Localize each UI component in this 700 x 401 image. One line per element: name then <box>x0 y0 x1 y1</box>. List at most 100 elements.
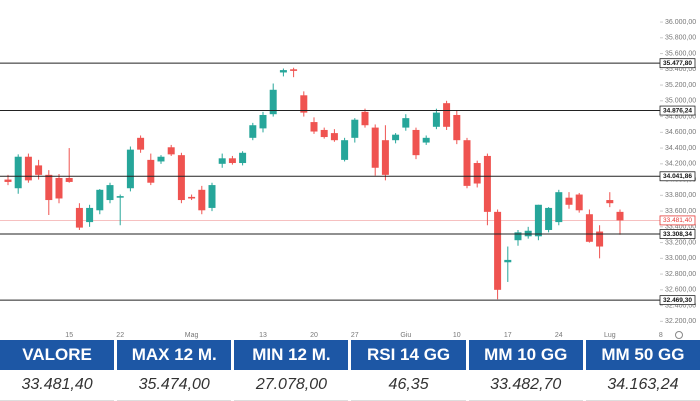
candle-body <box>371 127 379 168</box>
candle-body <box>259 114 267 129</box>
x-tick-label: 22 <box>116 332 124 339</box>
y-tick-label: 35.200,00 <box>665 82 696 89</box>
x-tick-label: 17 <box>504 332 512 339</box>
x-tick-label: 10 <box>453 332 461 339</box>
stats-table: VALORE MAX 12 M. MIN 12 M. RSI 14 GG MM 10 G… <box>0 340 700 401</box>
candle-body <box>228 158 236 164</box>
candle-body <box>269 89 277 115</box>
candle-body <box>188 196 196 199</box>
y-tick-label: 33.800,00 <box>665 192 696 199</box>
candle-body <box>239 152 247 164</box>
candle-body <box>300 95 308 113</box>
candle-body <box>341 140 349 160</box>
y-tick-label: 35.800,00 <box>665 35 696 42</box>
candle-body <box>4 179 12 182</box>
x-tick-label: Giu <box>400 332 411 339</box>
level-label-box <box>659 295 696 306</box>
y-tick-label: 33.200,00 <box>665 239 696 246</box>
level-label: 33.308,34 <box>663 231 692 238</box>
candle-body <box>218 158 226 164</box>
y-tick-label: 33.400,00 <box>665 224 696 231</box>
x-tick-label: 13 <box>259 332 267 339</box>
candle-body <box>422 137 430 143</box>
candle-body <box>279 70 287 73</box>
candle-body <box>55 177 63 199</box>
candle-body <box>147 159 155 183</box>
y-tick-label: 32.800,00 <box>665 271 696 278</box>
candle-body <box>494 211 502 290</box>
table-cell: 46,35 <box>351 370 466 401</box>
candle-body <box>545 207 553 230</box>
level-label: 34.876,24 <box>663 107 692 114</box>
candle-body <box>432 112 440 127</box>
candle-body <box>514 232 522 241</box>
candle-body <box>116 196 124 198</box>
table-cell: 34.163,24 <box>585 370 700 401</box>
candle-body <box>534 204 542 237</box>
x-tick-label: 20 <box>310 332 318 339</box>
table-header: VALORE <box>0 340 115 370</box>
table-cell: 27.078,00 <box>234 370 349 401</box>
candle-body <box>443 103 451 127</box>
candle-body <box>35 165 43 175</box>
y-tick-label: 32.200,00 <box>665 318 696 325</box>
level-label: 32.469,30 <box>663 297 692 304</box>
candle-body <box>402 118 410 128</box>
candle-body <box>381 140 389 175</box>
level-label: 34.041,86 <box>663 173 692 180</box>
candle-body <box>555 192 563 223</box>
table-header: MIN 12 M. <box>234 340 349 370</box>
y-tick-label: 32.600,00 <box>665 287 696 294</box>
candle-body <box>473 163 481 184</box>
y-tick-label: 34.600,00 <box>665 129 696 136</box>
candle-body <box>524 230 532 237</box>
chart: 32.200,00 32.400,00 32.600,00 32.800,00 33.0… <box>0 19 696 339</box>
candle-body <box>126 149 134 189</box>
y-tick-label: 35.000,00 <box>665 98 696 105</box>
candle-body <box>320 129 328 138</box>
candle-body <box>86 207 94 223</box>
candle-body <box>330 133 338 141</box>
x-tick-label: Mag <box>185 332 199 339</box>
level-label-box <box>659 171 696 182</box>
table-cell: 33.481,40 <box>0 370 115 401</box>
candle-body <box>504 259 512 263</box>
candle-body <box>208 185 216 208</box>
y-tick-label: 33.600,00 <box>665 208 696 215</box>
y-tick-label: 35.600,00 <box>665 50 696 57</box>
level-label-box <box>659 229 696 239</box>
table-cell: 33.482,70 <box>468 370 583 401</box>
level-label-box <box>659 105 696 116</box>
candle-body <box>137 137 145 150</box>
candle-body <box>483 155 491 212</box>
candle-body <box>157 156 165 162</box>
candle-body <box>310 122 318 132</box>
y-tick-label: 34.400,00 <box>665 145 696 152</box>
candle-body <box>249 125 257 138</box>
candle-body <box>75 207 83 228</box>
y-tick-label: 33.000,00 <box>665 255 696 262</box>
candle-body <box>96 189 104 211</box>
settings-icon[interactable] <box>675 331 683 339</box>
y-tick-label: 35.400,00 <box>665 66 696 73</box>
candle-body <box>606 200 614 204</box>
candle-body <box>106 185 114 201</box>
y-tick-label: 34.200,00 <box>665 161 696 168</box>
price-label-box <box>659 215 696 226</box>
table-header: RSI 14 GG <box>351 340 466 370</box>
x-tick-label: 24 <box>555 332 563 339</box>
candle-body <box>14 156 22 189</box>
table-cell: 35.474,00 <box>117 370 232 401</box>
x-tick-label: 27 <box>351 332 359 339</box>
candle-body <box>290 69 298 71</box>
y-tick-label: 36.000,00 <box>665 19 696 26</box>
x-tick-label: 15 <box>65 332 73 339</box>
candle-body <box>24 156 32 181</box>
level-label-box <box>659 58 696 69</box>
candle-body <box>351 119 359 138</box>
level-label: 35.477,80 <box>663 60 692 67</box>
candle-body <box>575 194 583 211</box>
price-label: 33.481,40 <box>663 217 692 224</box>
table-header: MM 50 GG <box>585 340 700 370</box>
